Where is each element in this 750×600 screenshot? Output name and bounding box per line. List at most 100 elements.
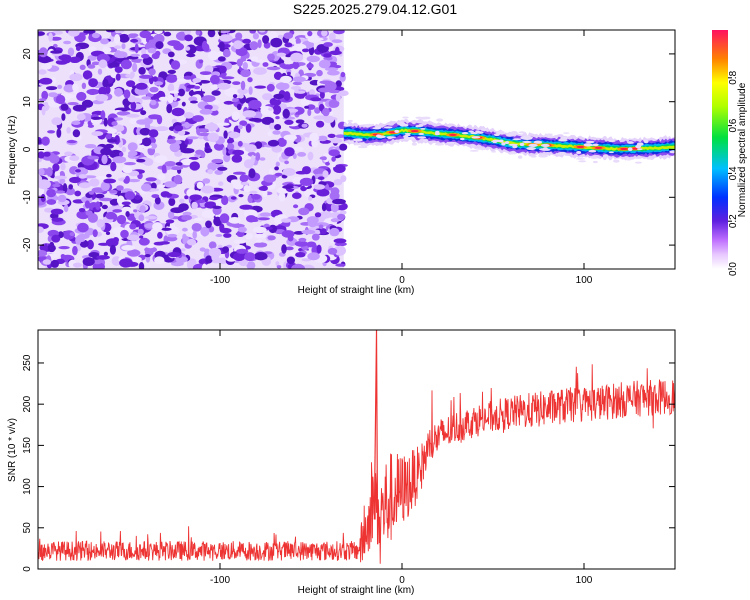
signal-halo — [415, 116, 424, 119]
noise-speck — [140, 110, 147, 116]
noise-speck — [307, 108, 312, 116]
noise-speck — [238, 194, 244, 198]
noise-speck — [184, 139, 189, 145]
noise-speck — [165, 193, 173, 198]
noise-speck — [291, 45, 299, 51]
noise-speck — [167, 94, 174, 104]
noise-speck — [227, 143, 235, 151]
noise-speck — [148, 114, 162, 120]
colorbar-tick-label: 0.6 — [728, 118, 739, 132]
noise-speck — [335, 263, 346, 267]
noise-speck — [126, 80, 136, 87]
noise-speck — [328, 99, 340, 108]
noise-speck — [321, 30, 328, 37]
signal-halo — [636, 148, 643, 151]
noise-speck — [308, 196, 313, 201]
noise-speck — [275, 261, 280, 267]
noise-speck — [318, 211, 333, 219]
noise-speck — [47, 235, 53, 242]
noise-speck — [120, 229, 129, 239]
noise-speck — [55, 59, 68, 65]
noise-speck — [142, 56, 153, 66]
noise-speck — [65, 187, 75, 196]
noise-speck — [116, 214, 127, 225]
noise-speck — [167, 85, 173, 91]
noise-speck — [105, 231, 111, 235]
noise-speck — [193, 90, 206, 95]
noise-speck — [292, 192, 302, 199]
x-tick-label: 0 — [399, 275, 405, 286]
noise-speck — [41, 105, 46, 116]
signal-halo — [415, 124, 421, 128]
noise-speck — [269, 122, 275, 130]
noise-speck — [84, 144, 97, 149]
noise-speck — [100, 147, 112, 156]
noise-speck — [155, 50, 161, 57]
signal-halo — [394, 139, 401, 142]
noise-speck — [233, 40, 243, 50]
noise-speck — [266, 83, 275, 92]
noise-speck — [307, 252, 320, 261]
snr-ylabel: SNR (10 * v/v) — [7, 418, 18, 482]
noise-speck — [196, 181, 204, 189]
noise-speck — [147, 47, 157, 54]
noise-speck — [237, 226, 247, 233]
noise-speck — [56, 128, 62, 138]
noise-speck — [114, 66, 123, 73]
noise-speck — [144, 254, 151, 258]
noise-speck — [192, 115, 204, 122]
noise-speck — [249, 190, 258, 194]
signal-halo — [512, 145, 518, 149]
noise-speck — [281, 218, 292, 223]
noise-speck — [233, 252, 246, 262]
noise-speck — [282, 108, 290, 119]
noise-speck — [292, 153, 297, 159]
signal-halo — [471, 136, 481, 139]
snr-ticks: -100 0 100 0 50 100 150 200 250 — [22, 330, 675, 586]
noise-speck — [148, 68, 156, 76]
noise-speck — [201, 95, 216, 103]
noise-speck — [339, 143, 348, 151]
noise-speck — [152, 76, 158, 82]
noise-speck — [131, 256, 142, 262]
noise-speck — [41, 90, 49, 100]
noise-speck — [228, 131, 241, 139]
noise-speck — [253, 242, 268, 248]
noise-speck — [87, 213, 98, 223]
noise-speck — [128, 150, 138, 157]
signal-peak — [576, 145, 585, 149]
noise-speck — [186, 53, 196, 58]
noise-speck — [187, 238, 197, 246]
noise-speck — [285, 246, 294, 251]
noise-speck — [255, 152, 261, 161]
signal-halo — [627, 147, 633, 151]
noise-speck — [175, 256, 188, 263]
noise-speck — [207, 132, 219, 143]
noise-speck — [105, 211, 117, 220]
noise-speck — [304, 105, 310, 109]
noise-speck — [316, 244, 322, 254]
noise-speck — [78, 174, 87, 179]
noise-speck — [213, 99, 220, 105]
noise-speck — [135, 82, 148, 90]
signal-halo — [578, 160, 587, 163]
noise-speck — [96, 255, 110, 260]
noise-speck — [184, 34, 193, 42]
noise-speck — [250, 56, 259, 62]
noise-speck — [134, 195, 141, 200]
signal-halo — [540, 148, 551, 151]
noise-speck — [93, 265, 103, 269]
noise-speck — [38, 151, 45, 159]
noise-speck — [130, 53, 140, 57]
noise-speck — [339, 210, 347, 215]
noise-speck — [54, 175, 67, 180]
signal-halo — [348, 140, 354, 144]
noise-speck — [130, 101, 137, 111]
noise-speck — [111, 121, 118, 126]
noise-speck — [95, 201, 101, 211]
noise-speck — [318, 224, 324, 230]
noise-speck — [50, 208, 64, 215]
noise-speck — [316, 188, 330, 197]
noise-speck — [38, 31, 45, 36]
noise-speck — [46, 199, 57, 205]
